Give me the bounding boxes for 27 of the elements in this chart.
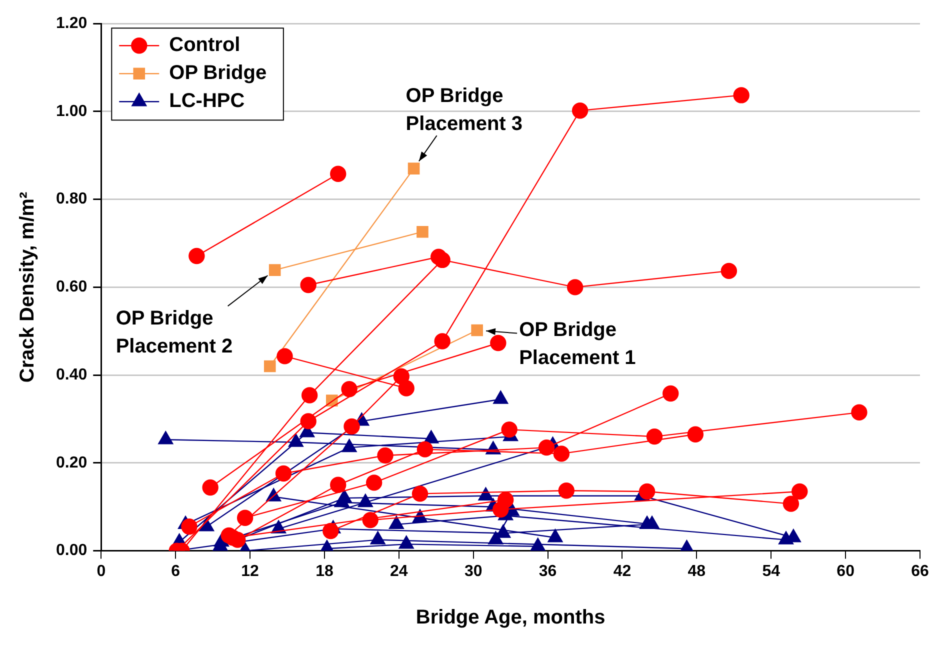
y-tick-label: 0.60 bbox=[56, 278, 88, 296]
legend-label: OP Bridge bbox=[169, 62, 267, 84]
x-tick-label: 36 bbox=[538, 562, 557, 580]
legend-label: Control bbox=[169, 34, 240, 56]
legend-label: LC-HPC bbox=[169, 90, 245, 112]
annotation: OP Bridge Placement 2 bbox=[116, 308, 233, 358]
x-tick-label: 6 bbox=[171, 562, 180, 580]
y-tick-label: 0.80 bbox=[56, 190, 88, 208]
y-tick-label: 0.20 bbox=[56, 454, 88, 472]
y-tick-label: 0.00 bbox=[56, 542, 88, 560]
x-tick-label: 12 bbox=[241, 562, 260, 580]
y-axis-title: Crack Density, m/m² bbox=[16, 191, 39, 383]
x-tick-label: 30 bbox=[464, 562, 482, 580]
annotation: OP Bridge Placement 3 bbox=[406, 85, 523, 136]
y-tick-label: 0.40 bbox=[56, 366, 88, 384]
x-tick-label: 24 bbox=[390, 562, 408, 580]
x-axis-title: Bridge Age, months bbox=[416, 606, 606, 629]
x-tick-label: 18 bbox=[316, 562, 334, 580]
x-tick-label: 60 bbox=[836, 562, 855, 580]
x-tick-label: 54 bbox=[762, 562, 780, 580]
y-tick-label: 1.20 bbox=[56, 15, 88, 32]
annotation: OP Bridge Placement 1 bbox=[519, 318, 636, 369]
y-tick-label: 1.00 bbox=[56, 102, 88, 120]
x-tick-label: 0 bbox=[96, 562, 106, 580]
x-tick-label: 48 bbox=[688, 562, 706, 580]
x-tick-label: 42 bbox=[613, 562, 632, 580]
x-tick-label: 66 bbox=[911, 562, 929, 580]
